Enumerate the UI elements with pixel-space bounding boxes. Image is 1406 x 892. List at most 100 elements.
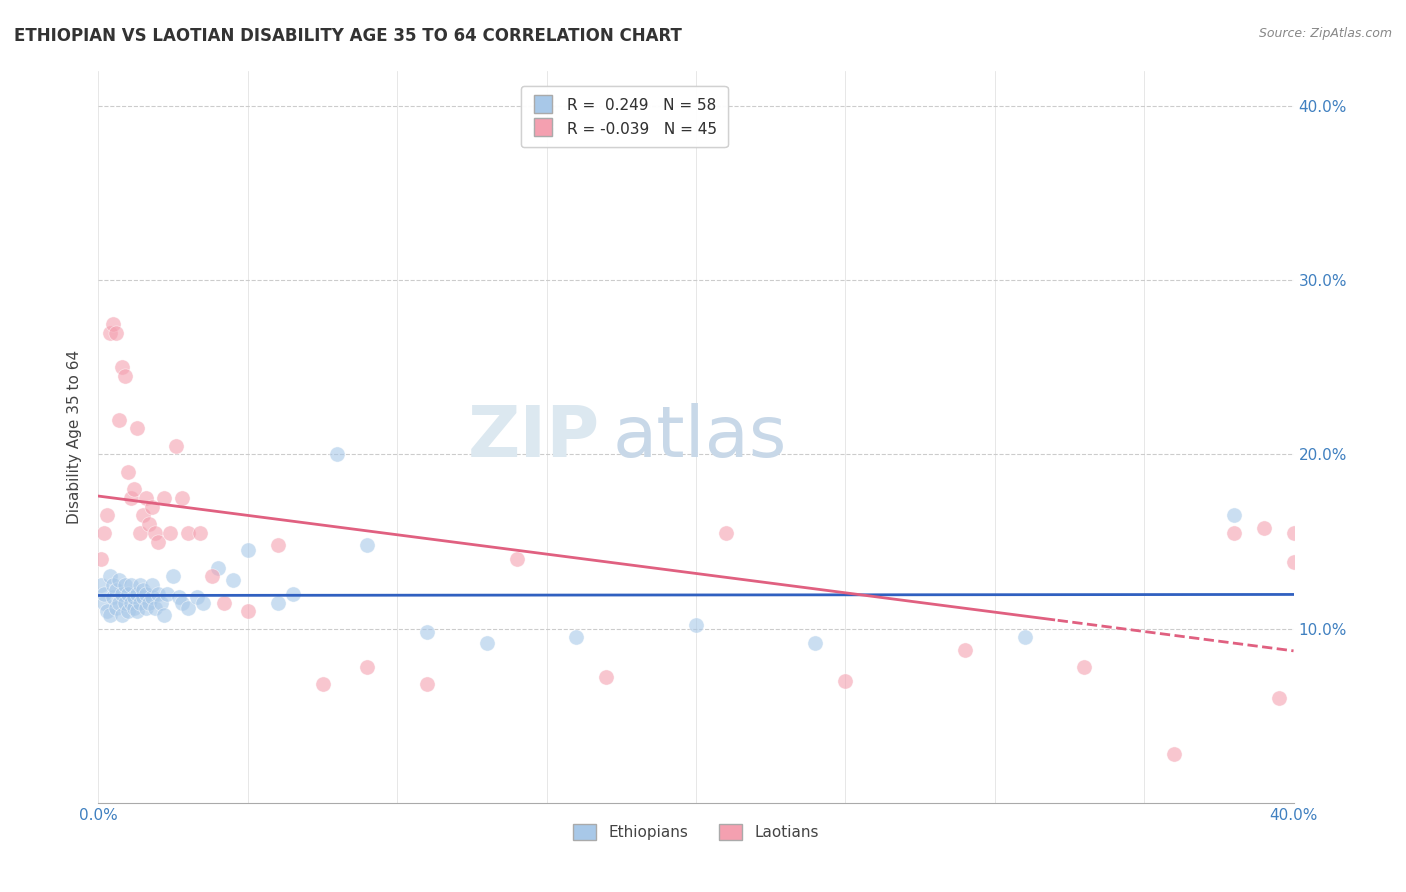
Point xyxy=(150,595,173,609)
Point xyxy=(186,591,208,605)
Point xyxy=(159,525,181,540)
Point xyxy=(188,525,211,540)
Point xyxy=(111,587,134,601)
Point xyxy=(595,670,617,684)
Point xyxy=(96,508,118,523)
Point xyxy=(129,578,152,592)
Point xyxy=(267,538,290,552)
Point xyxy=(143,525,166,540)
Point xyxy=(1073,660,1095,674)
Point xyxy=(135,587,157,601)
Point xyxy=(114,369,136,384)
Y-axis label: Disability Age 35 to 64: Disability Age 35 to 64 xyxy=(67,350,83,524)
Point xyxy=(98,569,122,583)
Point xyxy=(207,560,229,574)
Point xyxy=(129,525,152,540)
Point xyxy=(124,591,146,605)
Point xyxy=(120,578,142,592)
Point xyxy=(105,600,128,615)
Point xyxy=(1253,521,1275,535)
Point xyxy=(177,525,200,540)
Point xyxy=(416,625,439,640)
Point xyxy=(148,534,170,549)
Point xyxy=(222,573,245,587)
Point xyxy=(685,618,707,632)
Point xyxy=(1223,525,1246,540)
Point xyxy=(1014,631,1036,645)
Point xyxy=(124,600,146,615)
Point xyxy=(311,677,333,691)
Point xyxy=(201,569,224,583)
Point xyxy=(93,587,115,601)
Point xyxy=(117,587,139,601)
Text: ETHIOPIAN VS LAOTIAN DISABILITY AGE 35 TO 64 CORRELATION CHART: ETHIOPIAN VS LAOTIAN DISABILITY AGE 35 T… xyxy=(14,27,682,45)
Point xyxy=(141,500,163,514)
Text: atlas: atlas xyxy=(613,402,787,472)
Point xyxy=(172,595,194,609)
Point xyxy=(356,660,378,674)
Point xyxy=(212,595,235,609)
Point xyxy=(117,465,139,479)
Point xyxy=(108,412,131,426)
Point xyxy=(108,595,131,609)
Point xyxy=(124,483,146,497)
Point xyxy=(565,631,588,645)
Point xyxy=(953,642,976,657)
Point xyxy=(475,635,498,649)
Point xyxy=(156,587,179,601)
Point xyxy=(132,508,155,523)
Point xyxy=(111,607,134,622)
Point xyxy=(143,600,166,615)
Point xyxy=(172,491,194,505)
Legend: R =  0.249   N = 58, R = -0.039   N = 45: R = 0.249 N = 58, R = -0.039 N = 45 xyxy=(522,87,727,147)
Point xyxy=(141,591,163,605)
Point xyxy=(714,525,737,540)
Point xyxy=(90,552,112,566)
Point xyxy=(111,360,134,375)
Point xyxy=(1223,508,1246,523)
Point xyxy=(834,673,856,688)
Point xyxy=(132,591,155,605)
Point xyxy=(105,583,128,598)
Point xyxy=(117,604,139,618)
Point xyxy=(90,578,112,592)
Point xyxy=(236,543,259,558)
Point xyxy=(1267,691,1289,706)
Point xyxy=(153,607,176,622)
Point xyxy=(281,587,304,601)
Point xyxy=(93,525,115,540)
Point xyxy=(105,326,128,340)
Point xyxy=(138,517,160,532)
Point xyxy=(135,600,157,615)
Point xyxy=(1282,525,1305,540)
Point xyxy=(177,600,200,615)
Point xyxy=(162,569,184,583)
Point xyxy=(804,635,827,649)
Text: ZIP: ZIP xyxy=(468,402,600,472)
Point xyxy=(1163,747,1185,761)
Point xyxy=(236,604,259,618)
Text: Source: ZipAtlas.com: Source: ZipAtlas.com xyxy=(1258,27,1392,40)
Point xyxy=(103,317,125,331)
Point xyxy=(114,578,136,592)
Point xyxy=(98,607,122,622)
Point xyxy=(267,595,290,609)
Point xyxy=(114,595,136,609)
Point xyxy=(138,595,160,609)
Point xyxy=(165,439,187,453)
Point xyxy=(129,595,152,609)
Point xyxy=(135,491,157,505)
Point xyxy=(93,595,115,609)
Point xyxy=(356,538,378,552)
Point xyxy=(103,591,125,605)
Point xyxy=(141,578,163,592)
Point xyxy=(132,583,155,598)
Point xyxy=(127,604,149,618)
Point xyxy=(326,448,349,462)
Point xyxy=(1282,556,1305,570)
Point xyxy=(191,595,214,609)
Point xyxy=(127,421,149,435)
Point xyxy=(148,587,170,601)
Point xyxy=(120,595,142,609)
Point xyxy=(103,578,125,592)
